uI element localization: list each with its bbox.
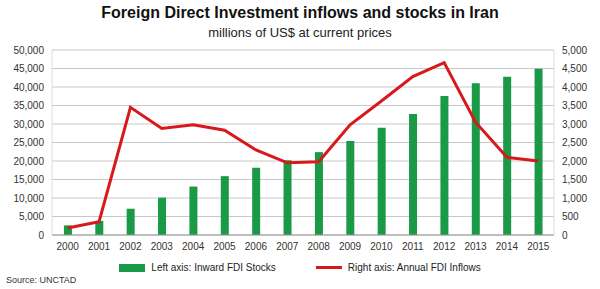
html-text:Left axis: Inward FDI Stocks: Left axis: Inward FDI Stocks (151, 262, 276, 273)
html-text:Foreign Direct Investment infl: Foreign Direct Investment inflows and st… (101, 4, 499, 21)
svg-text:2012: 2012 (433, 241, 456, 252)
svg-text:2009: 2009 (339, 241, 362, 252)
svg-text:35,000: 35,000 (13, 100, 44, 111)
svg-text:2,000: 2,000 (562, 156, 587, 167)
svg-text:45,000: 45,000 (13, 63, 44, 74)
html-text:millions of US$ at current pri: millions of US$ at current prices (208, 25, 392, 40)
svg-text:2010: 2010 (370, 241, 393, 252)
svg-text:2001: 2001 (88, 241, 111, 252)
svg-text:2003: 2003 (151, 241, 174, 252)
svg-text:500: 500 (562, 211, 579, 222)
svg-text:40,000: 40,000 (13, 82, 44, 93)
svg-text:2008: 2008 (308, 241, 331, 252)
svg-text:2007: 2007 (276, 241, 299, 252)
svg-text:50,000: 50,000 (13, 45, 44, 56)
html-text:Source: UNCTAD: Source: UNCTAD (6, 275, 77, 285)
svg-text:2002: 2002 (119, 241, 142, 252)
svg-text:15,000: 15,000 (13, 174, 44, 185)
svg-text:2000: 2000 (57, 241, 80, 252)
svg-text:2,500: 2,500 (562, 137, 587, 148)
svg-text:5,000: 5,000 (562, 45, 587, 56)
svg-text:3,000: 3,000 (562, 119, 587, 130)
svg-text:0: 0 (38, 230, 44, 241)
svg-text:20,000: 20,000 (13, 156, 44, 167)
svg-text:2015: 2015 (527, 241, 550, 252)
svg-text:1,000: 1,000 (562, 193, 587, 204)
svg-text:1,500: 1,500 (562, 174, 587, 185)
svg-text:2011: 2011 (402, 241, 424, 252)
html-text:Right axis: Annual FDI Inflows: Right axis: Annual FDI Inflows (347, 262, 481, 273)
svg-text:2004: 2004 (182, 241, 205, 252)
svg-text:4,000: 4,000 (562, 82, 587, 93)
svg-text:25,000: 25,000 (13, 137, 44, 148)
svg-text:2006: 2006 (245, 241, 268, 252)
svg-text:0: 0 (562, 230, 568, 241)
svg-text:2013: 2013 (464, 241, 487, 252)
svg-text:4,500: 4,500 (562, 63, 587, 74)
svg-text:3,500: 3,500 (562, 100, 587, 111)
svg-text:2014: 2014 (496, 241, 519, 252)
svg-text:2005: 2005 (213, 241, 236, 252)
svg-text:5,000: 5,000 (19, 211, 44, 222)
svg-text:10,000: 10,000 (13, 193, 44, 204)
svg-text:30,000: 30,000 (13, 119, 44, 130)
